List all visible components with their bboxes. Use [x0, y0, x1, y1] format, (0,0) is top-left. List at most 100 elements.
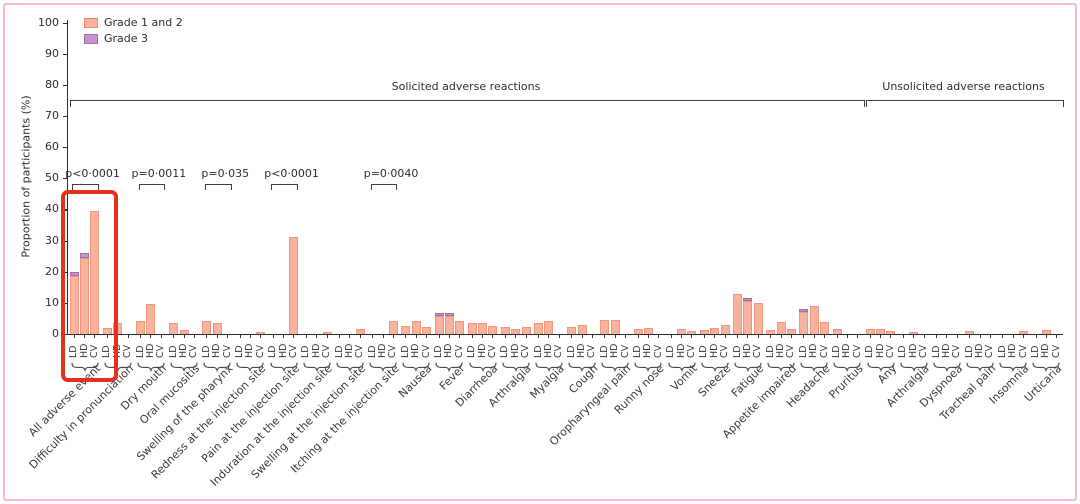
- x-tick: [283, 335, 285, 338]
- bar-grade12-CV-Fever: [455, 320, 465, 334]
- bar-grade12-HD-Vomit: [677, 329, 687, 334]
- x-tick: [813, 335, 815, 338]
- x-dose-label: CV: [951, 344, 963, 358]
- group-brace: [137, 357, 165, 373]
- bar-grade12-HD-Arthralgia: [909, 331, 919, 334]
- x-tick: [183, 335, 185, 338]
- y-tick: [63, 22, 67, 24]
- x-tick: [173, 335, 175, 338]
- bar-grade12-HD-Fever: [444, 316, 454, 334]
- bar-grade12-HD-Myalgia: [544, 320, 554, 334]
- x-tick: [150, 335, 152, 338]
- bar-grade12-HD-Oral mucositis: [179, 329, 189, 334]
- bar-grade12-HD-Urticaria: [1041, 329, 1051, 334]
- bar-grade12-CV-Diarrheoa: [488, 325, 498, 334]
- y-tick-label: 30: [45, 233, 59, 247]
- x-tick: [591, 335, 593, 338]
- bar-grade12-CV-Arthralgia: [521, 326, 531, 334]
- bar-grade12-HD-Headache: [809, 305, 819, 334]
- bar-grade12-HD-Swelling of the pharynx: [212, 322, 222, 334]
- x-tick: [857, 335, 859, 338]
- group-brace: [502, 357, 530, 373]
- bar-grade12-HD-Sneeze: [710, 327, 720, 334]
- bar-grade12-CV-Itching at the injection site: [388, 320, 398, 334]
- x-dose-label: CV: [553, 344, 565, 358]
- section-label-solicited: Solicited adverse reactions: [391, 80, 541, 93]
- group-brace: [867, 357, 895, 373]
- y-tick: [63, 53, 67, 55]
- group-brace: [469, 357, 497, 373]
- x-dose-label: CV: [685, 344, 697, 358]
- x-tick: [73, 335, 75, 338]
- group-brace: [767, 357, 795, 373]
- bar-grade12-CV-All adverse event: [90, 210, 100, 334]
- bar-grade12-CV-Redness at the injection site: [256, 331, 266, 334]
- y-tick: [63, 271, 67, 273]
- x-tick: [359, 335, 361, 338]
- highlight-box: [61, 190, 118, 382]
- x-dose-label: CV: [420, 344, 432, 358]
- x-tick: [824, 335, 826, 338]
- p-value-bracket: [204, 184, 232, 190]
- group-brace: [203, 357, 231, 373]
- x-tick: [504, 335, 506, 338]
- p-value-label: p<0·0001: [264, 167, 319, 180]
- x-tick: [206, 335, 208, 338]
- x-tick: [293, 335, 295, 338]
- x-dose-label: CV: [453, 344, 465, 358]
- x-tick: [538, 335, 540, 338]
- x-tick: [658, 335, 660, 338]
- y-tick: [63, 147, 67, 149]
- x-tick: [780, 335, 782, 338]
- group-brace: [966, 357, 994, 373]
- x-tick: [372, 335, 374, 338]
- y-tick-label: 0: [52, 327, 59, 340]
- group-brace: [734, 357, 762, 373]
- x-dose-label: CV: [155, 344, 167, 358]
- group-brace: [800, 357, 828, 373]
- x-tick: [405, 335, 407, 338]
- x-tick: [846, 335, 848, 338]
- bar-grade3-HD-All adverse event: [80, 253, 90, 258]
- x-tick: [880, 335, 882, 338]
- x-tick: [227, 335, 229, 338]
- bar-grade12-HD-Diarrheoa: [478, 322, 488, 334]
- x-dose-label: CV: [122, 344, 134, 358]
- group-brace: [601, 357, 629, 373]
- x-tick: [1012, 335, 1014, 338]
- x-tick: [1035, 335, 1037, 338]
- x-dose-label: CV: [752, 344, 764, 358]
- bar-grade12-LD-Oral mucositis: [169, 322, 179, 334]
- x-tick: [1045, 335, 1047, 338]
- x-dose-label: CV: [1017, 344, 1029, 358]
- x-tick: [714, 335, 716, 338]
- x-tick: [614, 335, 616, 338]
- y-tick: [63, 240, 67, 242]
- section-bracket-1: [865, 100, 1064, 107]
- x-dose-label: CV: [918, 344, 930, 358]
- y-tick: [63, 302, 67, 305]
- x-tick: [160, 335, 162, 338]
- group-brace: [270, 357, 298, 373]
- x-tick: [326, 335, 328, 338]
- x-dose-label: CV: [719, 344, 731, 358]
- x-dose-label: CV: [188, 344, 200, 358]
- bar-grade12-HD-Fatigue: [743, 300, 753, 334]
- p-value-bracket: [138, 184, 166, 190]
- group-brace: [833, 357, 861, 373]
- x-tick: [724, 335, 726, 338]
- bar-grade12-HD-Nausea: [411, 320, 421, 334]
- x-tick: [415, 335, 417, 338]
- x-dose-label: CV: [1050, 344, 1062, 358]
- x-tick: [647, 335, 649, 338]
- group-brace: [236, 357, 264, 373]
- y-tick-label: 70: [45, 108, 59, 122]
- x-tick: [459, 335, 461, 338]
- group-brace: [402, 357, 430, 373]
- p-value-bracket: [271, 184, 298, 190]
- bar-grade12-LD-All adverse event: [69, 276, 79, 334]
- bar-grade12-LD-Oropharyngeal pain: [600, 319, 610, 334]
- x-dose-label: CV: [520, 344, 532, 358]
- x-dose-label: CV: [619, 344, 631, 358]
